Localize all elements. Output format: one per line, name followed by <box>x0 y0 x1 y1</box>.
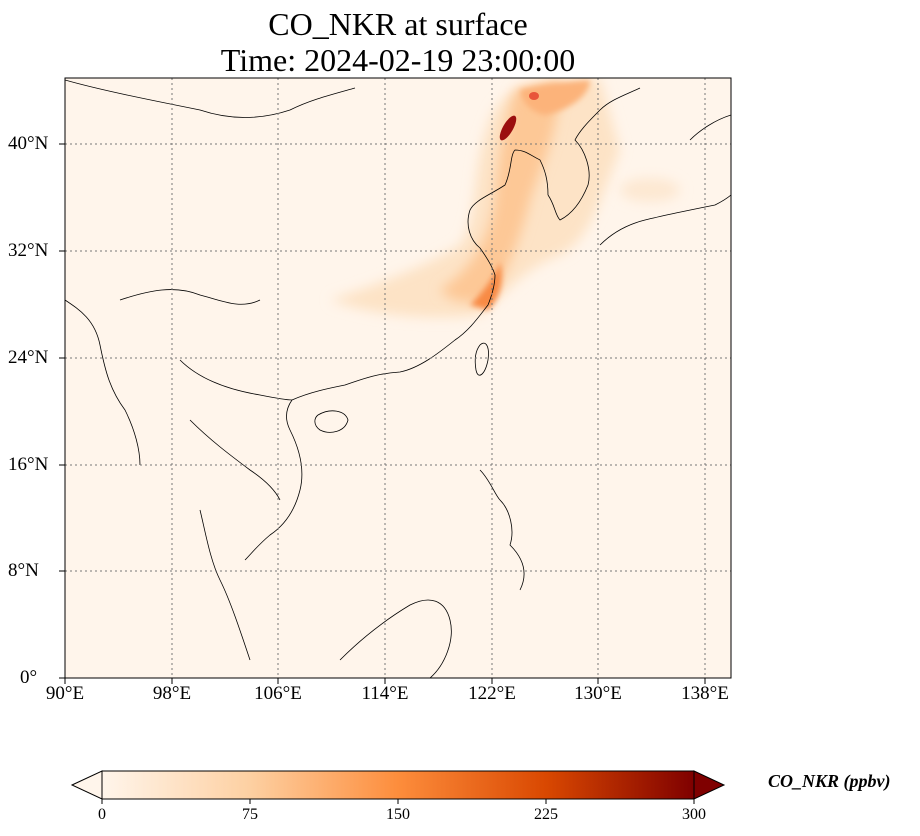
colorbar <box>70 770 726 804</box>
lat-label: 24°N <box>8 347 49 368</box>
indochina-coast <box>244 399 303 561</box>
taiwan <box>474 342 489 376</box>
hainan <box>314 410 349 433</box>
colorbar-extend-min <box>70 770 103 800</box>
lon-label: 98°E <box>152 683 192 704</box>
plume-hotspot-2 <box>529 92 539 100</box>
lon-label: 114°E <box>361 683 409 704</box>
lon-label: 106°E <box>254 683 302 704</box>
japan-north <box>689 114 731 141</box>
plume-japan <box>620 178 680 202</box>
malay-coast <box>199 509 251 661</box>
bay-coast <box>65 299 141 466</box>
axis-ticks <box>59 143 706 684</box>
plume-northeast <box>520 80 590 115</box>
gridlines <box>65 78 731 678</box>
philippines <box>479 469 525 591</box>
lat-label: 16°N <box>8 454 49 475</box>
title-line-1: CO_NKR at surface <box>268 6 528 42</box>
colorbar-tick-label: 225 <box>534 806 558 823</box>
mongolia-border <box>65 79 356 118</box>
inland-border-1 <box>119 289 261 305</box>
inland-border-2 <box>179 359 293 401</box>
colorbar-body <box>101 770 695 800</box>
lon-label: 130°E <box>574 683 622 704</box>
map-background <box>65 78 731 678</box>
lat-label: 0° <box>20 667 38 688</box>
japan-coast <box>599 194 731 246</box>
map-frame <box>64 77 732 679</box>
plume-coast <box>470 262 502 310</box>
concentration-field <box>330 78 680 318</box>
china-coast <box>291 149 549 401</box>
coastlines <box>65 79 731 678</box>
colorbar-extend-max <box>693 770 726 800</box>
inland-border-3 <box>189 419 281 501</box>
plume-hotspot <box>499 115 517 141</box>
title-line-2: Time: 2024-02-19 23:00:00 <box>220 42 576 78</box>
colorbar-tick-label: 150 <box>386 806 410 823</box>
colorbar-tick-label: 75 <box>242 806 258 823</box>
lon-label: 138°E <box>681 683 729 704</box>
colorbar-label: CO_NKR (ppbv) <box>768 771 891 791</box>
colorbar-tick-label: 300 <box>682 806 706 823</box>
lat-label: 32°N <box>8 240 49 261</box>
colorbar-tick-label: 0 <box>98 806 106 823</box>
lat-label: 40°N <box>8 133 49 154</box>
lat-label: 8°N <box>8 560 39 581</box>
korea-coast <box>547 87 641 221</box>
lon-label: 122°E <box>468 683 516 704</box>
lon-label: 90°E <box>45 683 85 704</box>
plume-core <box>440 80 560 303</box>
borneo <box>339 599 452 678</box>
